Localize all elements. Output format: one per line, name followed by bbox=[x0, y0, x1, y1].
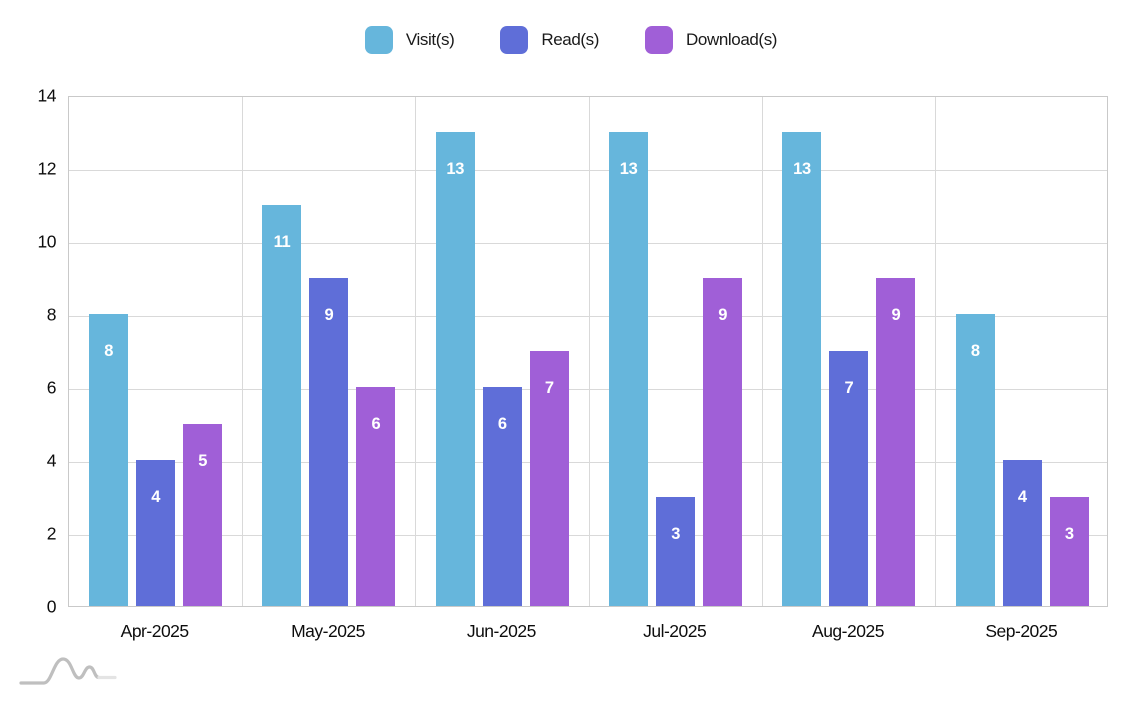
bar-value-label: 8 bbox=[104, 342, 114, 360]
x-tick-label: Apr-2025 bbox=[120, 621, 190, 641]
plot-area: 8 4 5 11 9 6 13 6 7 13 3 9 13 7 9 8 4 3 bbox=[68, 96, 1108, 607]
bar-visits-may-2025[interactable]: 11 bbox=[262, 204, 302, 606]
y-tick-label: 4 bbox=[46, 450, 57, 471]
bar-value-label: 11 bbox=[273, 232, 291, 251]
legend-label: Read(s) bbox=[541, 30, 600, 49]
bar-value-label: 8 bbox=[970, 342, 980, 360]
legend-swatch-icon bbox=[645, 26, 674, 54]
bar-value-label: 13 bbox=[793, 159, 811, 178]
bar-downloads-aug-2025[interactable]: 9 bbox=[876, 277, 916, 606]
bar-value-label: 9 bbox=[324, 305, 334, 324]
bar-value-label: 6 bbox=[371, 415, 381, 433]
bar-group-jul-2025: 13 3 9 bbox=[589, 97, 762, 606]
bar-reads-jul-2025[interactable]: 3 bbox=[656, 496, 696, 606]
legend-item-downloads[interactable]: Download(s) bbox=[645, 26, 777, 54]
bar-value-label: 13 bbox=[619, 159, 638, 178]
bar-downloads-apr-2025[interactable]: 5 bbox=[183, 423, 223, 606]
gridline bbox=[935, 97, 937, 606]
y-tick-label: 8 bbox=[46, 304, 57, 325]
x-tick-label: Aug-2025 bbox=[812, 621, 884, 641]
bar-value-label: 4 bbox=[151, 488, 161, 506]
x-tick-label: Jul-2025 bbox=[643, 621, 707, 641]
waves-logo-icon bbox=[19, 657, 117, 685]
chart-legend: Visit(s) Read(s) Download(s) bbox=[0, 26, 1142, 54]
bar-reads-apr-2025[interactable]: 4 bbox=[136, 460, 176, 606]
bar-value-label: 9 bbox=[891, 305, 901, 324]
bar-value-label: 7 bbox=[844, 378, 854, 397]
y-tick-label: 14 bbox=[37, 85, 57, 106]
gridline bbox=[415, 97, 417, 606]
y-tick-label: 2 bbox=[46, 523, 57, 544]
bar-reads-jun-2025[interactable]: 6 bbox=[482, 387, 522, 606]
bar-visits-jun-2025[interactable]: 13 bbox=[435, 131, 475, 606]
legend-item-reads[interactable]: Read(s) bbox=[500, 26, 599, 54]
gridline bbox=[761, 97, 763, 606]
bar-value-label: 13 bbox=[446, 159, 465, 178]
bar-downloads-sep-2025[interactable]: 3 bbox=[1049, 496, 1089, 606]
bar-reads-sep-2025[interactable]: 4 bbox=[1002, 460, 1042, 606]
y-tick-label: 6 bbox=[46, 377, 57, 398]
gridline bbox=[69, 242, 1107, 244]
legend-item-visits[interactable]: Visit(s) bbox=[364, 26, 455, 54]
gridline bbox=[69, 461, 1107, 463]
bar-reads-may-2025[interactable]: 9 bbox=[309, 277, 349, 606]
bar-visits-apr-2025[interactable]: 8 bbox=[89, 314, 129, 606]
gridline bbox=[69, 534, 1107, 536]
bar-visits-jul-2025[interactable]: 13 bbox=[609, 131, 649, 606]
bar-downloads-jul-2025[interactable]: 9 bbox=[703, 277, 743, 606]
bar-group-aug-2025: 13 7 9 bbox=[762, 97, 935, 606]
legend-swatch-icon bbox=[364, 26, 393, 54]
gridline bbox=[588, 97, 590, 606]
bar-downloads-may-2025[interactable]: 6 bbox=[356, 387, 396, 606]
x-tick-label: Sep-2025 bbox=[985, 621, 1058, 641]
gridline bbox=[69, 169, 1107, 171]
bar-group-apr-2025: 8 4 5 bbox=[69, 97, 242, 606]
bar-visits-sep-2025[interactable]: 8 bbox=[955, 314, 995, 606]
bar-value-label: 4 bbox=[1017, 488, 1027, 506]
gridline bbox=[241, 97, 243, 606]
legend-label: Download(s) bbox=[686, 30, 778, 49]
bar-group-may-2025: 11 9 6 bbox=[242, 97, 415, 606]
gridline bbox=[69, 315, 1107, 317]
gridline bbox=[69, 388, 1107, 390]
bar-visits-aug-2025[interactable]: 13 bbox=[782, 131, 822, 606]
bar-value-label: 3 bbox=[1064, 524, 1074, 543]
y-tick-label: 12 bbox=[37, 158, 57, 179]
bar-value-label: 7 bbox=[544, 378, 554, 397]
x-tick-label: May-2025 bbox=[291, 621, 365, 641]
legend-label: Visit(s) bbox=[405, 30, 455, 49]
x-tick-label: Jun-2025 bbox=[466, 621, 536, 641]
y-tick-label: 0 bbox=[46, 596, 57, 617]
bar-downloads-jun-2025[interactable]: 7 bbox=[529, 350, 569, 606]
bar-value-label: 5 bbox=[198, 451, 208, 470]
bar-value-label: 9 bbox=[718, 305, 728, 324]
bar-group-jun-2025: 13 6 7 bbox=[416, 97, 589, 606]
bar-value-label: 3 bbox=[671, 524, 681, 543]
bar-group-sep-2025: 8 4 3 bbox=[936, 97, 1109, 606]
legend-swatch-icon bbox=[500, 26, 529, 54]
bar-value-label: 6 bbox=[497, 415, 507, 433]
bar-reads-aug-2025[interactable]: 7 bbox=[829, 350, 869, 606]
y-tick-label: 10 bbox=[37, 231, 57, 252]
